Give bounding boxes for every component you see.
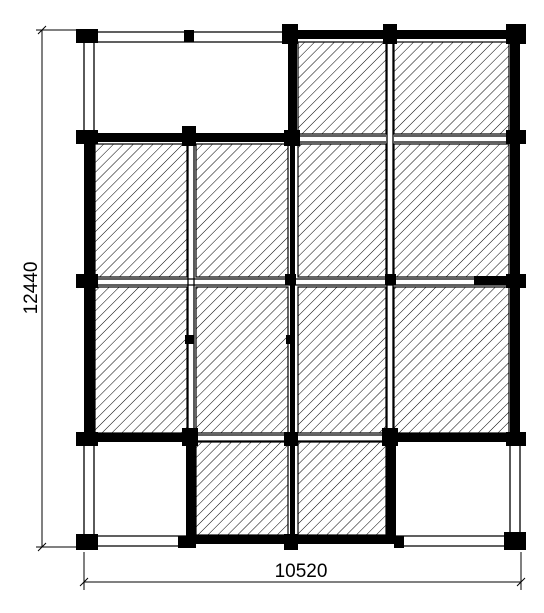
panel-r2-4 — [393, 143, 510, 278]
panel-bottom-2 — [297, 441, 387, 536]
panel-r3-1 — [94, 286, 188, 434]
hatched-panels — [94, 41, 510, 536]
panel-r2-2 — [195, 143, 289, 278]
panel-r3-3 — [297, 286, 387, 434]
panel-r3-4 — [393, 286, 510, 434]
height-dimension-label: 12440 — [21, 262, 42, 315]
panel-bottom-1 — [195, 441, 289, 536]
panel-top-1 — [297, 41, 387, 135]
log-nodes — [76, 24, 526, 550]
horizontal-dimension: 10520 — [79, 552, 526, 590]
panel-r2-3 — [297, 143, 387, 278]
vertical-dimension: 12440 — [21, 25, 80, 552]
panel-r3-2 — [195, 286, 289, 434]
panel-r2-1 — [94, 143, 188, 278]
width-dimension-label: 10520 — [275, 561, 328, 582]
panel-top-2 — [393, 41, 510, 135]
